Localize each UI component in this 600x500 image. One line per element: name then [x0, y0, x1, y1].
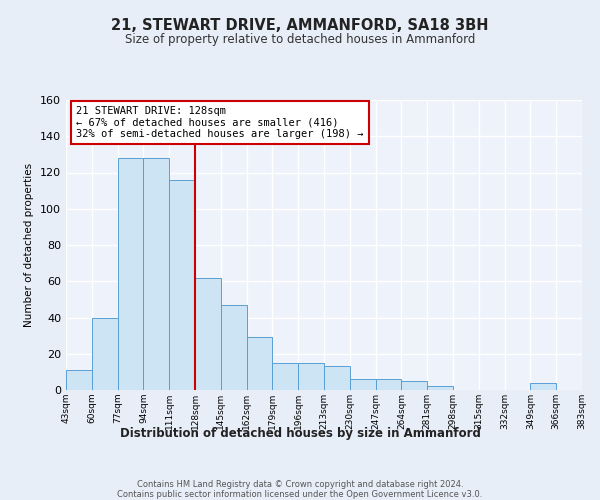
Y-axis label: Number of detached properties: Number of detached properties	[25, 163, 34, 327]
Bar	[143, 158, 169, 390]
Bar	[92, 318, 118, 390]
Text: 21, STEWART DRIVE, AMMANFORD, SA18 3BH: 21, STEWART DRIVE, AMMANFORD, SA18 3BH	[111, 18, 489, 32]
Bar	[169, 180, 195, 390]
Bar	[376, 379, 401, 390]
Bar	[350, 379, 376, 390]
Text: Contains public sector information licensed under the Open Government Licence v3: Contains public sector information licen…	[118, 490, 482, 499]
Text: Contains HM Land Registry data © Crown copyright and database right 2024.: Contains HM Land Registry data © Crown c…	[137, 480, 463, 489]
Bar	[298, 363, 324, 390]
Bar	[427, 386, 453, 390]
Text: 21 STEWART DRIVE: 128sqm
← 67% of detached houses are smaller (416)
32% of semi-: 21 STEWART DRIVE: 128sqm ← 67% of detach…	[76, 106, 364, 139]
Bar	[530, 383, 556, 390]
Bar	[195, 278, 221, 390]
Bar	[401, 381, 427, 390]
Bar	[272, 363, 298, 390]
Text: Size of property relative to detached houses in Ammanford: Size of property relative to detached ho…	[125, 32, 475, 46]
Bar	[66, 370, 92, 390]
Bar	[324, 366, 350, 390]
Bar	[247, 338, 272, 390]
Bar	[118, 158, 143, 390]
Bar	[221, 305, 247, 390]
Text: Distribution of detached houses by size in Ammanford: Distribution of detached houses by size …	[119, 428, 481, 440]
